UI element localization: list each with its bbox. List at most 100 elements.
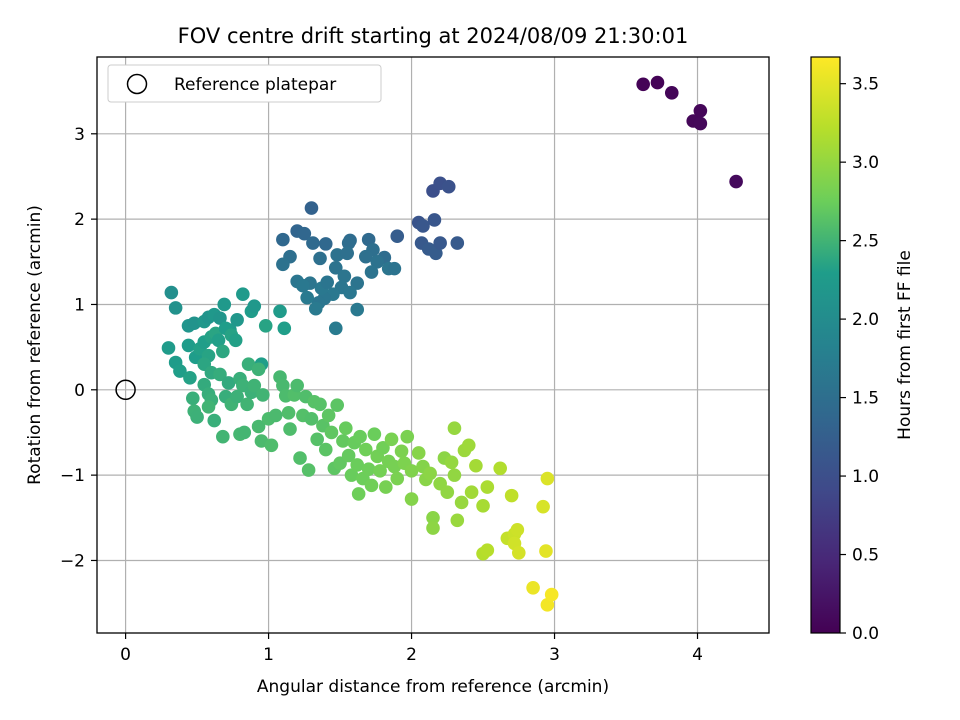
data-point — [469, 458, 483, 473]
data-point — [308, 301, 323, 316]
data-point — [394, 444, 409, 459]
data-point — [264, 438, 279, 453]
y-tick-label: −1 — [60, 466, 85, 486]
chart-title: FOV centre drift starting at 2024/08/09 … — [178, 24, 689, 48]
data-point — [277, 321, 292, 336]
data-point — [364, 478, 379, 493]
y-axis-ticks: −2 −1 0 1 2 3 — [60, 125, 97, 571]
data-point — [207, 413, 222, 428]
data-point — [330, 398, 345, 412]
data-point — [164, 285, 179, 300]
data-point — [344, 468, 359, 482]
data-point — [544, 587, 559, 602]
legend-box — [107, 64, 382, 103]
data-point — [540, 471, 555, 486]
colorbar-tick-label: 2.5 — [852, 232, 879, 252]
data-point — [376, 441, 390, 455]
data-point — [161, 341, 176, 355]
data-point — [276, 232, 290, 247]
y-tick-label: 3 — [74, 125, 85, 145]
y-tick-label: 2 — [74, 210, 85, 230]
data-point — [429, 246, 443, 261]
data-point — [350, 458, 365, 472]
data-point — [426, 511, 440, 525]
data-point — [211, 333, 226, 348]
data-point — [297, 226, 312, 241]
data-point — [217, 297, 232, 312]
data-point — [341, 448, 356, 463]
colorbar-fill — [811, 57, 840, 633]
data-point — [173, 364, 187, 378]
data-point — [447, 421, 462, 436]
data-point — [301, 463, 316, 477]
data-point — [281, 406, 296, 420]
data-point — [364, 265, 379, 279]
data-point — [400, 429, 415, 444]
y-tick-label: 0 — [74, 381, 85, 401]
data-point — [693, 103, 708, 118]
data-point — [379, 480, 393, 494]
x-tick-label: 1 — [263, 645, 274, 665]
data-point — [247, 299, 262, 313]
data-point — [480, 543, 495, 558]
colorbar: 0.0 0.5 1.0 1.5 2.0 2.5 3.0 3.5 Hours from firs… — [810, 56, 915, 644]
x-axis-label: Angular distance from reference (arcmin) — [257, 677, 609, 697]
data-point — [181, 338, 196, 353]
legend: Reference platepar — [107, 64, 382, 103]
data-point — [221, 376, 236, 390]
colorbar-tick-label: 1.0 — [852, 467, 879, 487]
colorbar-ticks: 0.0 0.5 1.0 1.5 2.0 2.5 3.0 3.5 — [840, 75, 879, 644]
data-point — [504, 488, 519, 503]
data-point — [168, 301, 183, 315]
data-point — [190, 410, 204, 424]
data-point — [440, 485, 455, 500]
data-point — [423, 466, 437, 481]
data-point — [426, 521, 440, 535]
data-point — [251, 419, 266, 434]
colorbar-tick-label: 0.5 — [852, 546, 879, 566]
x-axis-ticks: 0 1 2 3 4 — [120, 633, 703, 665]
reference-platepar-marker — [115, 379, 136, 401]
legend-marker — [126, 73, 148, 95]
data-point — [444, 455, 459, 470]
data-point — [441, 179, 456, 194]
data-point — [241, 357, 256, 372]
data-point — [216, 429, 230, 444]
data-point — [240, 397, 254, 412]
data-point — [433, 236, 447, 250]
data-point — [310, 432, 324, 447]
colorbar-tick-label: 2.0 — [852, 310, 879, 330]
data-point — [341, 236, 356, 250]
data-point — [729, 174, 743, 189]
data-point — [201, 400, 216, 414]
data-point — [296, 278, 310, 293]
data-point — [276, 257, 290, 272]
data-point — [230, 313, 244, 327]
colorbar-tick-label: 3.0 — [852, 153, 879, 173]
data-point — [404, 464, 419, 478]
data-point — [450, 513, 465, 528]
data-point — [338, 421, 353, 436]
data-point — [636, 77, 650, 92]
data-point — [320, 275, 334, 290]
data-point — [213, 367, 227, 382]
data-point — [213, 311, 227, 325]
data-point — [185, 391, 200, 406]
x-tick-label: 3 — [549, 645, 560, 665]
data-point — [276, 378, 290, 393]
data-point — [304, 201, 319, 215]
data-point — [480, 480, 495, 494]
data-point — [273, 304, 287, 319]
data-point — [328, 260, 343, 275]
data-point — [318, 237, 333, 251]
data-point — [258, 319, 273, 333]
data-point — [318, 442, 333, 457]
data-point — [384, 432, 399, 447]
x-tick-label: 4 — [692, 645, 703, 665]
data-point — [313, 251, 327, 266]
data-point — [236, 287, 250, 302]
data-point — [336, 434, 350, 448]
data-point — [390, 471, 405, 486]
data-point — [290, 378, 304, 393]
